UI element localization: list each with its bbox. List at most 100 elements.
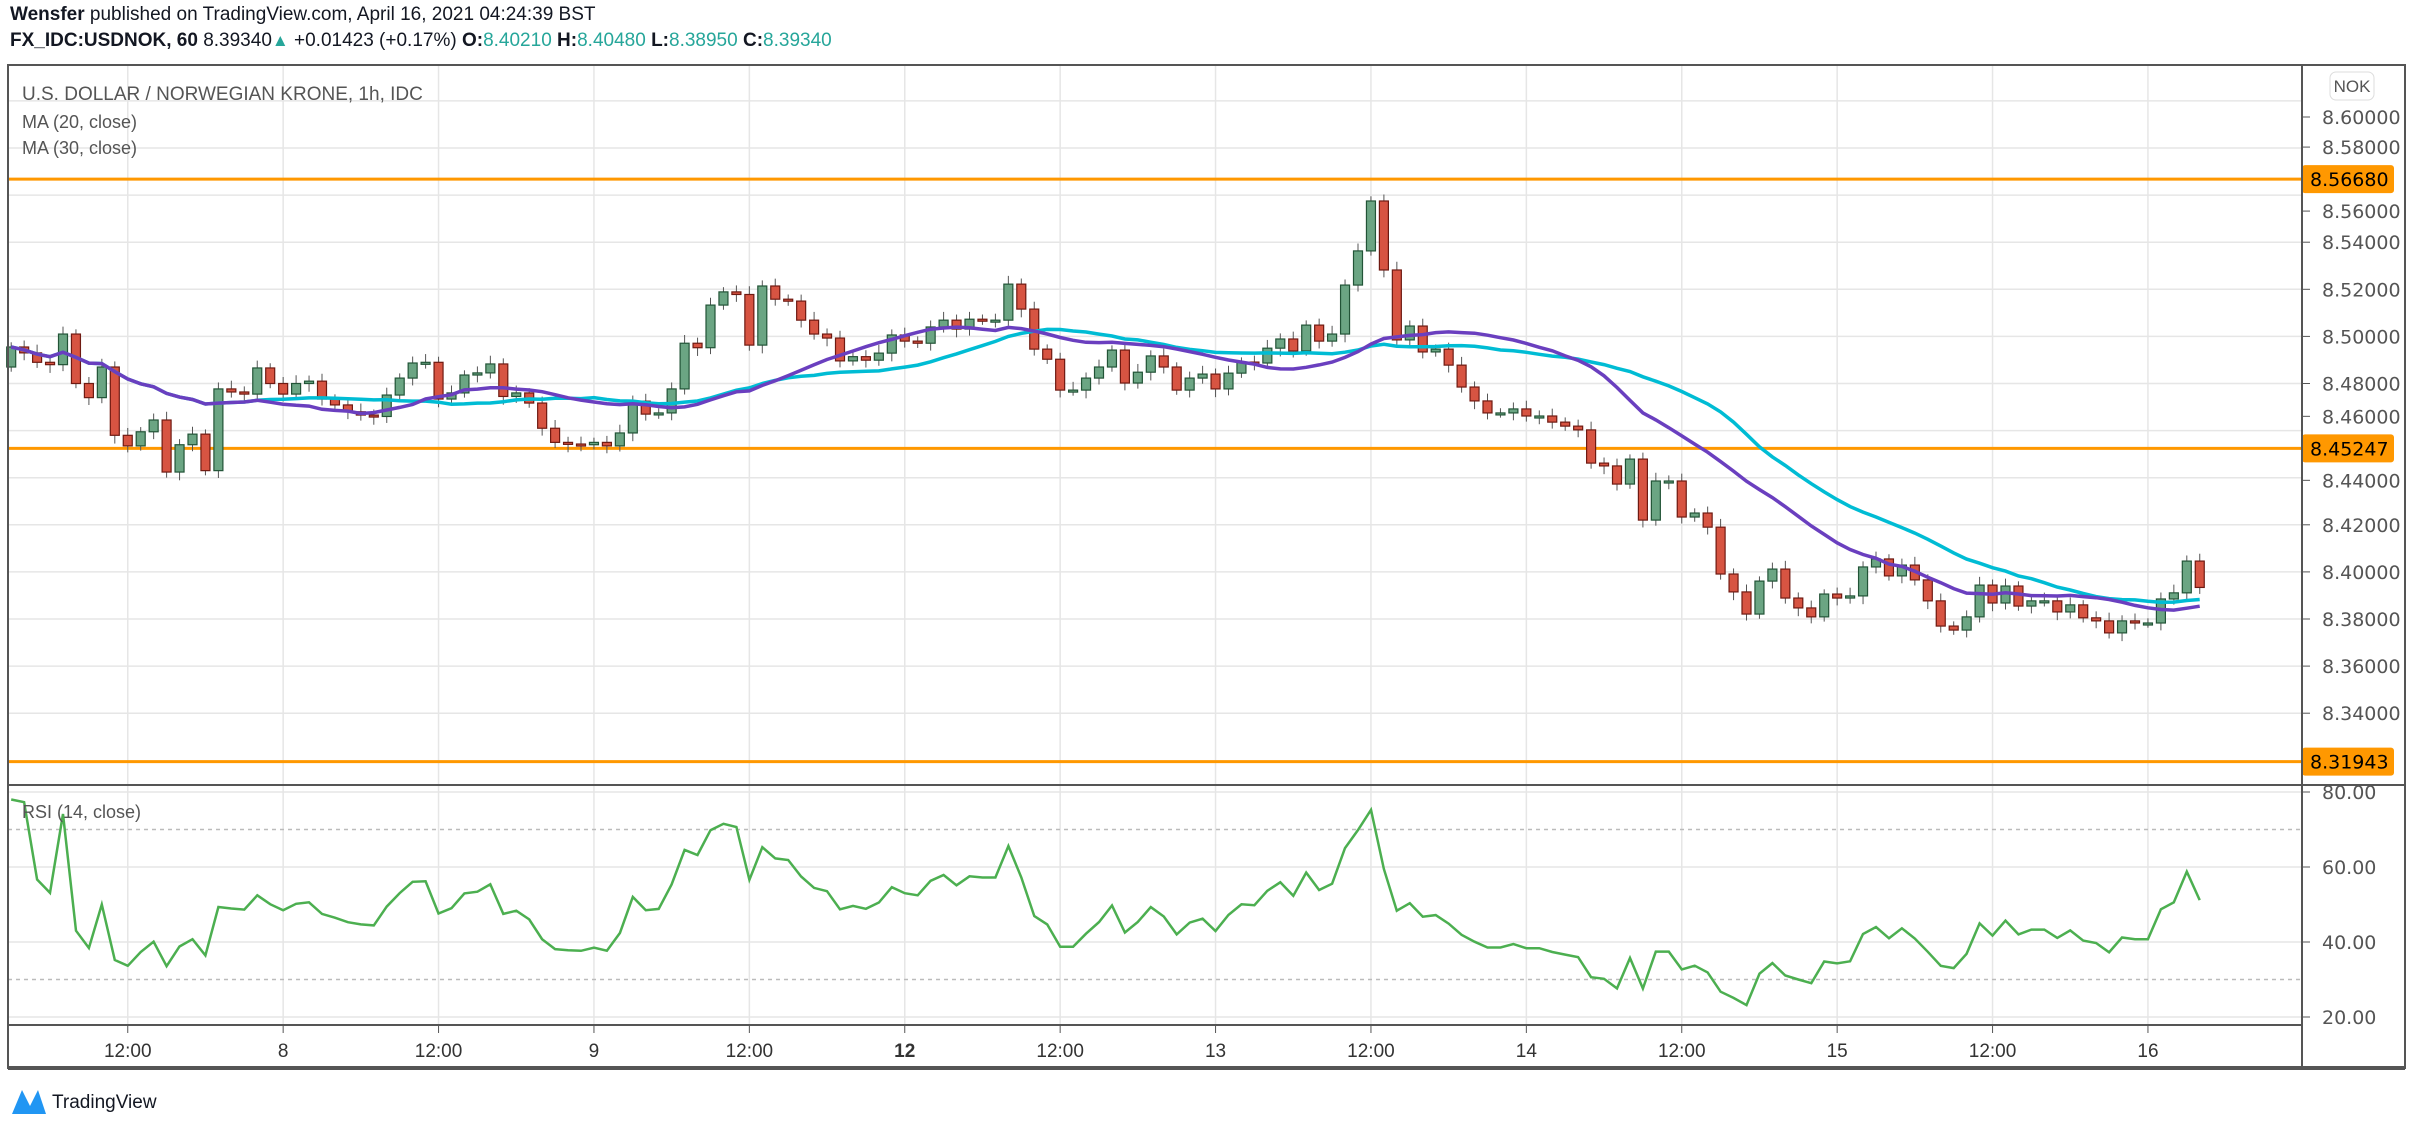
candle-down [1210,373,1221,390]
candle-up [459,374,470,394]
axis-labels: 8.34000 8.36000 8.38000 8.40000 8.42000 8.440… [104,107,2401,1062]
candle-up [1262,347,1273,364]
candle-down [1832,593,1843,599]
candle-up [1650,480,1661,521]
candle-down [783,298,794,302]
candle-up [420,361,431,365]
price-tick-label: 8.42000 [2322,515,2401,537]
candle-down [1948,625,1959,631]
candle-down [1042,348,1053,360]
candle-up [1132,371,1143,384]
price-tick-label: 8.58000 [2322,137,2401,159]
candle-down [744,293,755,346]
rsi-pane [10,798,2201,1007]
candle-up [2039,600,2050,604]
price-tick-label: 8.52000 [2322,279,2401,301]
candle-down [1171,366,1182,391]
candle-up [1961,616,1972,631]
candle-up [1624,458,1636,485]
candle-down [2104,620,2115,634]
rsi-tick-label: 60.00 [2322,857,2376,879]
candle-down [1158,355,1169,368]
candle-down [1521,408,1532,417]
time-tick-label: 12 [894,1041,915,1062]
candle-up [485,363,496,374]
last-price: 8.39340 [203,30,272,51]
legend-ma20[interactable]: MA (20, close) [22,112,137,132]
candle-down [731,291,742,296]
time-tick-label: 9 [589,1041,600,1062]
candle-up [1689,512,1700,518]
rsi-tick-label: 80.00 [2322,782,2376,804]
candle-down [1637,458,1649,521]
candle-up [990,319,1001,323]
candle-up [1184,377,1195,391]
legend-ma30[interactable]: MA (30, close) [22,138,137,158]
level-label-box [2302,434,2394,463]
candle-up [1844,595,1856,599]
time-tick-label: 13 [1205,1041,1226,1062]
candle-up [252,367,263,395]
time-tick-label: 12:00 [104,1041,152,1062]
price-tick-label: 8.40000 [2322,562,2401,584]
time-tick-label: 12:00 [1969,1041,2017,1062]
candle-up [1508,408,1519,414]
candle-up [303,380,315,385]
candle-up [1767,568,1778,582]
candle-up [1352,250,1364,286]
rsi-line [10,798,2201,1007]
candle-down [575,443,587,447]
legend-rsi[interactable]: RSI (14, close) [22,802,141,822]
candle-up [873,352,884,361]
candle-up [1974,584,1985,618]
candle-up [705,304,716,349]
candle-down [1598,462,1610,467]
candle-up [1106,349,1118,368]
candle-up [627,400,638,434]
candle-down [912,340,923,344]
logo-text: TradingView [52,1092,157,1113]
legend-title: U.S. DOLLAR / NORWEGIAN KRONE, 1h, IDC [22,84,423,105]
candle-up [1197,373,1208,379]
price-tick-label: 8.50000 [2322,326,2401,348]
tradingview-logo[interactable]: TradingView [12,1090,157,1114]
price-tick-label: 8.46000 [2322,406,2401,428]
candle-up [653,412,664,416]
candle-down [1676,480,1687,518]
candle-up [666,388,677,414]
candle-down [1573,425,1584,431]
candle-up [2142,622,2154,626]
ma20-line [10,325,2200,612]
symbol-info: FX_IDC:USDNOK, 60 8.39340▲ +0.01423 (+0.… [10,30,832,52]
candle-down [1391,269,1402,341]
candle-up [1223,372,1234,390]
candle-down [1702,512,1713,528]
candle-down [1922,579,1933,602]
candle-up [1534,415,1545,419]
open-label: O: [461,30,484,51]
close-label: C: [742,30,764,51]
candle-up [1067,389,1079,393]
candle-down [1314,324,1325,342]
candle-down [1469,386,1480,402]
high-value: 8.40480 [577,30,646,51]
candle-up [1495,412,1506,416]
grid [8,65,2302,1025]
time-tick-label: 12:00 [1036,1041,1084,1062]
candle-up [472,372,483,376]
candle-up [679,342,690,390]
currency-badge[interactable]: NOK [2329,71,2375,101]
price-tick-label: 8.38000 [2322,609,2401,631]
candle-down [1560,421,1571,427]
candle-down [2129,620,2141,624]
candle-down [200,433,211,472]
candle-down [239,391,250,395]
price-tick-label: 8.36000 [2322,656,2401,678]
candle-up [2116,620,2128,634]
candle-down [1378,200,1390,271]
candle-down [2194,560,2205,589]
candle-down [226,388,237,393]
horizontal-levels[interactable]: 8.56680 8.45247 8.31943 [8,165,2394,776]
time-tick-label: 8 [278,1041,289,1062]
